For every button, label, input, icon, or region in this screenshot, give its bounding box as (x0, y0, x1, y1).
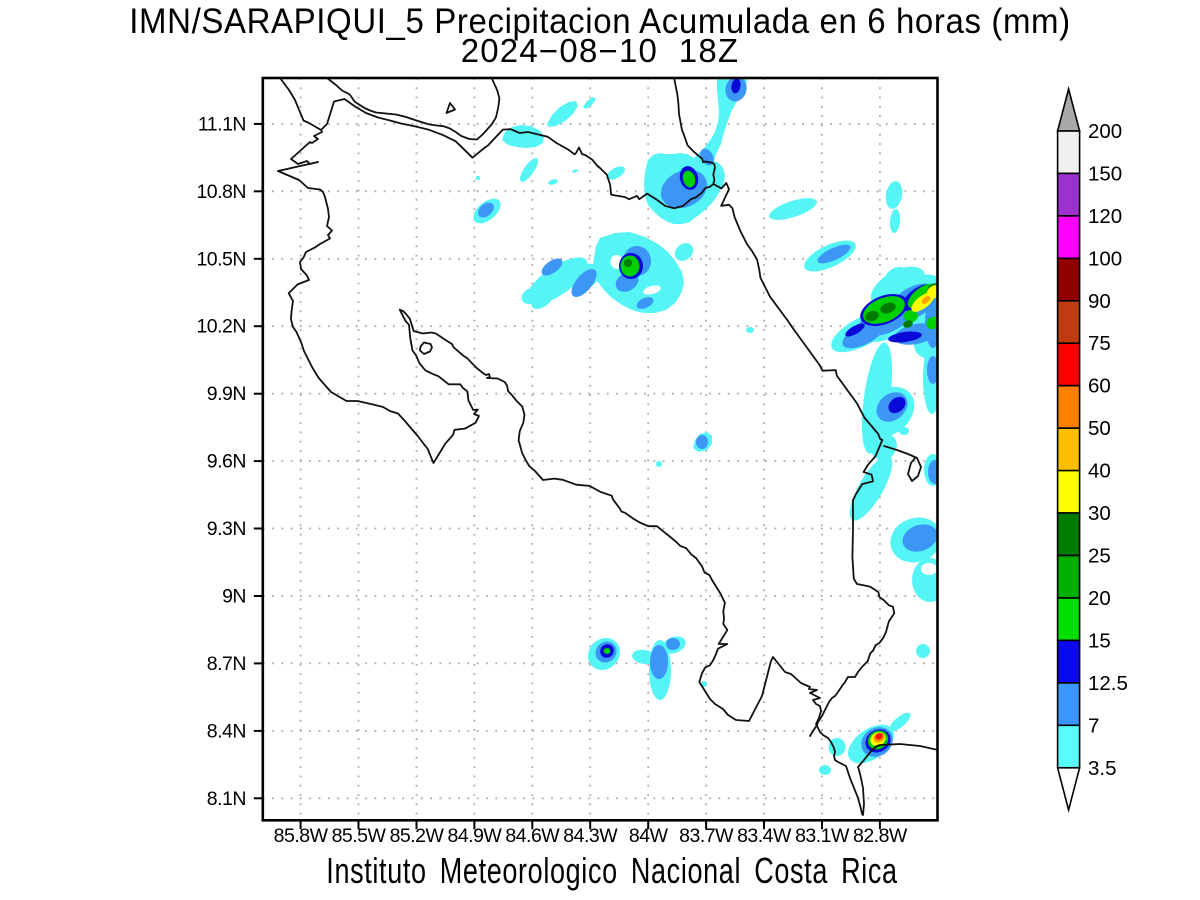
svg-text:84W: 84W (629, 825, 669, 847)
svg-text:150: 150 (1088, 162, 1122, 185)
svg-text:50: 50 (1088, 417, 1111, 440)
svg-text:83.4W: 83.4W (737, 825, 792, 847)
svg-text:200: 200 (1088, 120, 1122, 143)
svg-text:15: 15 (1088, 629, 1111, 652)
svg-text:9.6N: 9.6N (207, 451, 246, 473)
svg-text:60: 60 (1088, 375, 1111, 398)
svg-text:11.1N: 11.1N (198, 113, 246, 135)
svg-text:2024−08−10 18Z: 2024−08−10 18Z (461, 32, 740, 69)
svg-text:10.5N: 10.5N (196, 248, 246, 270)
svg-text:3.5: 3.5 (1088, 757, 1117, 780)
svg-text:85.5W: 85.5W (332, 825, 387, 847)
svg-text:84.9W: 84.9W (447, 825, 502, 847)
svg-text:8.7N: 8.7N (207, 653, 246, 675)
svg-text:9.9N: 9.9N (207, 383, 246, 405)
svg-text:25: 25 (1088, 545, 1111, 568)
svg-text:10.2N: 10.2N (196, 316, 246, 338)
svg-text:85.2W: 85.2W (390, 825, 445, 847)
svg-text:82.8W: 82.8W (853, 825, 908, 847)
svg-text:IMN/SARAPIQUI_5 Precipitacion: IMN/SARAPIQUI_5 Precipitacion Acumulada … (129, 2, 1071, 41)
svg-text:100: 100 (1088, 247, 1122, 270)
svg-text:120: 120 (1088, 205, 1122, 228)
svg-text:90: 90 (1088, 290, 1111, 313)
svg-text:75: 75 (1088, 332, 1111, 355)
svg-text:8.4N: 8.4N (207, 720, 246, 742)
svg-text:85.8W: 85.8W (274, 825, 329, 847)
svg-text:83.7W: 83.7W (679, 825, 734, 847)
svg-text:8.1N: 8.1N (207, 788, 246, 810)
svg-text:7: 7 (1088, 714, 1099, 737)
svg-text:84.3W: 84.3W (563, 825, 618, 847)
svg-text:12.5: 12.5 (1088, 672, 1128, 695)
svg-text:84.6W: 84.6W (505, 825, 560, 847)
svg-text:10.8N: 10.8N (196, 181, 246, 203)
svg-text:30: 30 (1088, 502, 1111, 525)
svg-text:83.1W: 83.1W (795, 825, 850, 847)
svg-text:40: 40 (1088, 460, 1111, 483)
svg-text:9N: 9N (222, 586, 246, 608)
svg-text:20: 20 (1088, 587, 1111, 610)
svg-text:Instituto Meteorologico Nacion: Instituto Meteorologico Nacional Costa R… (326, 850, 897, 891)
svg-text:9.3N: 9.3N (207, 518, 246, 540)
